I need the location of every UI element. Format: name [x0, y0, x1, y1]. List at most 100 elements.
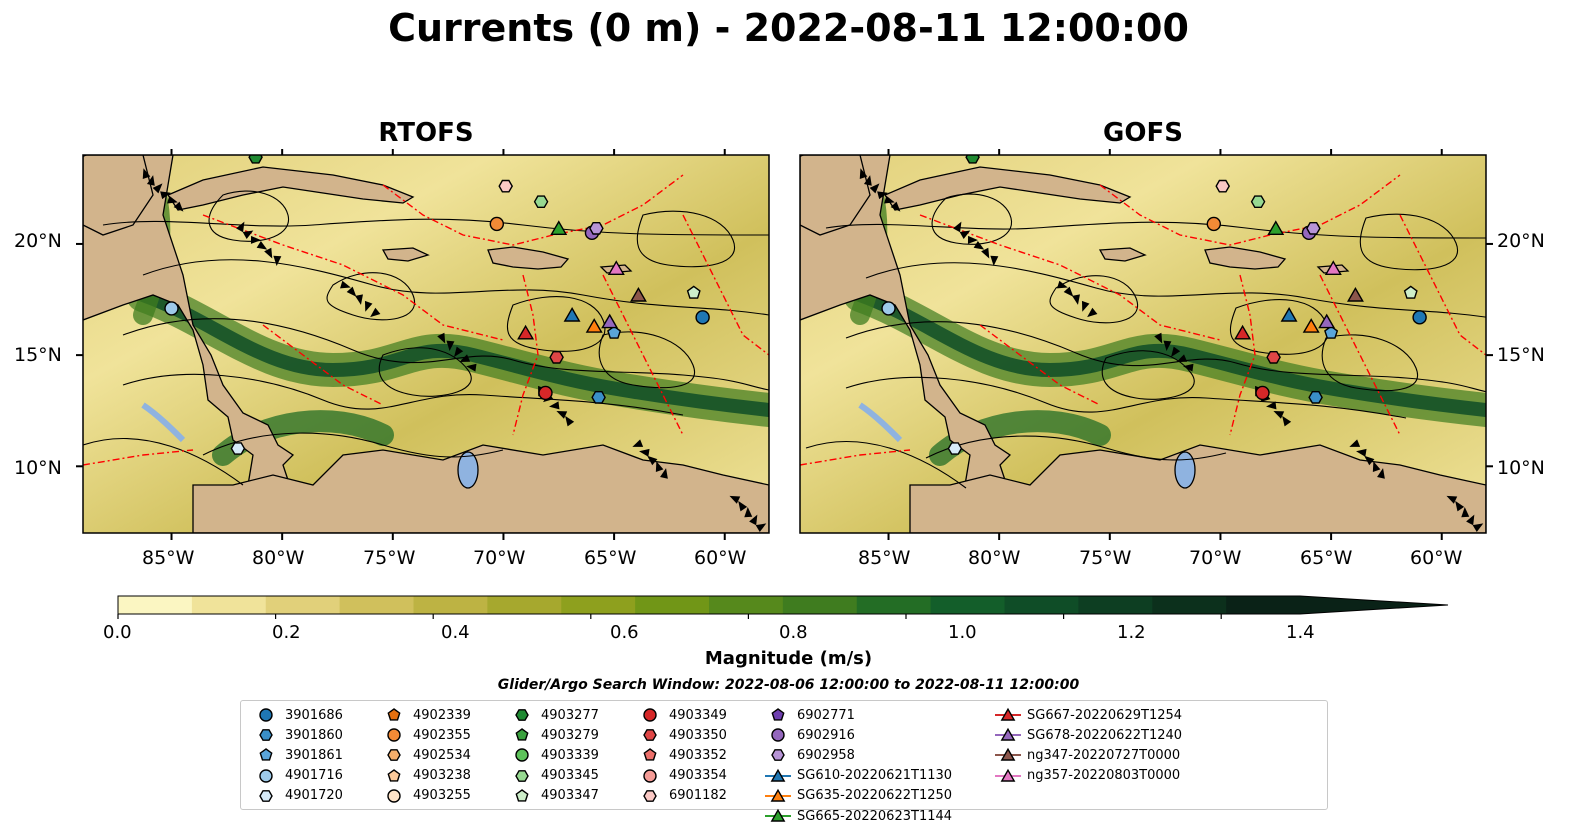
- streamline: [636, 210, 736, 268]
- argo-float-marker: [1266, 350, 1281, 364]
- land-mass: [909, 444, 1486, 533]
- streamline-arrow: [990, 255, 999, 266]
- legend-item: 3901686: [253, 705, 343, 725]
- argo-float-marker: [947, 442, 963, 455]
- argo-float-marker: [1403, 285, 1418, 299]
- argo-float-marker: [881, 301, 896, 316]
- land-mass: [884, 166, 1132, 211]
- legend-marker-icon: [259, 748, 273, 762]
- streamline-arrow: [1472, 523, 1484, 533]
- lon-tick-70w-left: 70°W: [473, 547, 526, 569]
- streamline-arrow: [953, 221, 962, 233]
- streamline-arrow: [660, 468, 668, 479]
- glider-marker: [601, 313, 619, 329]
- argo-float-marker: [1206, 216, 1222, 232]
- lat-tick-10n-left: 10°N: [14, 457, 62, 479]
- streamline: [326, 272, 416, 321]
- panel-title-gofs: GOFS: [1103, 118, 1183, 148]
- legend-marker-icon: [643, 768, 657, 783]
- streamline-arrow: [967, 235, 978, 244]
- argo-float-marker: [489, 216, 505, 232]
- legend-item: 4903352: [637, 745, 727, 765]
- eez-boundary: [682, 214, 769, 356]
- legend-marker: [515, 748, 529, 763]
- colorbar-tick-4: 0.8: [779, 622, 808, 643]
- colorbar-segment: [561, 596, 636, 614]
- legend-marker-icon: [643, 729, 657, 742]
- argo-float-marker: [607, 325, 622, 339]
- lon-tick-80w-left: 80°W: [252, 547, 305, 569]
- land-mass: [1098, 247, 1147, 262]
- streamline-arrow: [454, 346, 464, 358]
- colorbar: [117, 595, 1449, 619]
- legend-item: 4903279: [509, 725, 599, 745]
- streamline-arrow: [1466, 514, 1475, 526]
- streamline-arrow: [1072, 294, 1080, 305]
- streamline-arrow: [1455, 500, 1465, 512]
- legend-item: 4903349: [637, 705, 727, 725]
- legend-item: SG610-20220621T1130: [765, 766, 952, 786]
- legend-marker: [515, 788, 529, 802]
- argo-float-marker: [498, 179, 514, 193]
- colorbar-tick-3: 0.6: [610, 622, 639, 643]
- eez-boundary: [800, 449, 911, 466]
- streamline-arrow: [459, 354, 471, 362]
- legend-marker: [259, 729, 273, 742]
- colorbar-segment: [118, 596, 193, 614]
- streamline-arrow: [346, 286, 357, 297]
- glider-marker: [1302, 318, 1320, 333]
- legend-item: SG667-20220629T1254: [995, 705, 1182, 725]
- legend-marker: [770, 808, 786, 822]
- legend-marker: [259, 789, 273, 802]
- legend-item: 4903255: [381, 786, 471, 806]
- glider-marker: [1234, 324, 1252, 340]
- legend-marker-icon: [765, 788, 791, 802]
- land-mass: [192, 444, 769, 533]
- legend-marker-icon: [387, 789, 401, 803]
- streamline: [925, 435, 1227, 461]
- streamline-arrow: [647, 455, 658, 466]
- legend-item: 4902355: [381, 725, 471, 745]
- streamline-arrow: [632, 439, 644, 447]
- streamline-arrow: [1081, 300, 1090, 312]
- legend-item: 4903350: [637, 725, 727, 745]
- streamline-arrow: [236, 221, 245, 233]
- argo-float-marker: [965, 155, 980, 164]
- legend-marker: [259, 748, 273, 762]
- eez-boundary: [919, 214, 1221, 341]
- streamline-arrow: [1349, 439, 1361, 447]
- lake-nicaragua: [141, 402, 186, 443]
- legend-item: 6901182: [637, 786, 727, 806]
- argo-float-marker: [1308, 390, 1323, 404]
- eez-boundary: [512, 274, 539, 436]
- colorbar-segment: [930, 596, 1005, 614]
- figure-title: Currents (0 m) - 2022-08-11 12:00:00: [388, 6, 1189, 50]
- lon-tick-85w-left: 85°W: [142, 547, 195, 569]
- legend-marker: [515, 709, 529, 721]
- streamline-arrow: [565, 415, 575, 427]
- eez-boundary: [202, 214, 504, 341]
- legend-marker: [387, 708, 401, 721]
- streamline: [865, 262, 1486, 318]
- legend-marker-icon: [515, 709, 529, 721]
- legend-marker: [1000, 748, 1016, 762]
- legend-marker: [1000, 707, 1016, 721]
- streamline-arrow: [242, 230, 254, 239]
- streamline-arrow: [250, 235, 261, 244]
- legend-item: 4903238: [381, 766, 471, 786]
- streamline-arrow: [890, 201, 901, 212]
- glider-marker: [629, 286, 647, 302]
- legend-marker: [771, 708, 785, 721]
- legend-marker: [771, 728, 785, 742]
- argo-float-marker: [1250, 195, 1266, 208]
- legend-marker-icon: [259, 729, 273, 742]
- streamline-arrow: [466, 363, 477, 372]
- streamline-arrow: [273, 255, 282, 266]
- lon-tick-80w-right: 80°W: [968, 547, 1021, 569]
- streamline-arrow: [973, 240, 985, 250]
- streamline: [83, 437, 244, 486]
- eez-boundary: [1229, 274, 1256, 436]
- legend-marker-icon: [771, 708, 785, 721]
- colorbar-segment: [191, 596, 267, 614]
- glider-marker: [1318, 313, 1336, 329]
